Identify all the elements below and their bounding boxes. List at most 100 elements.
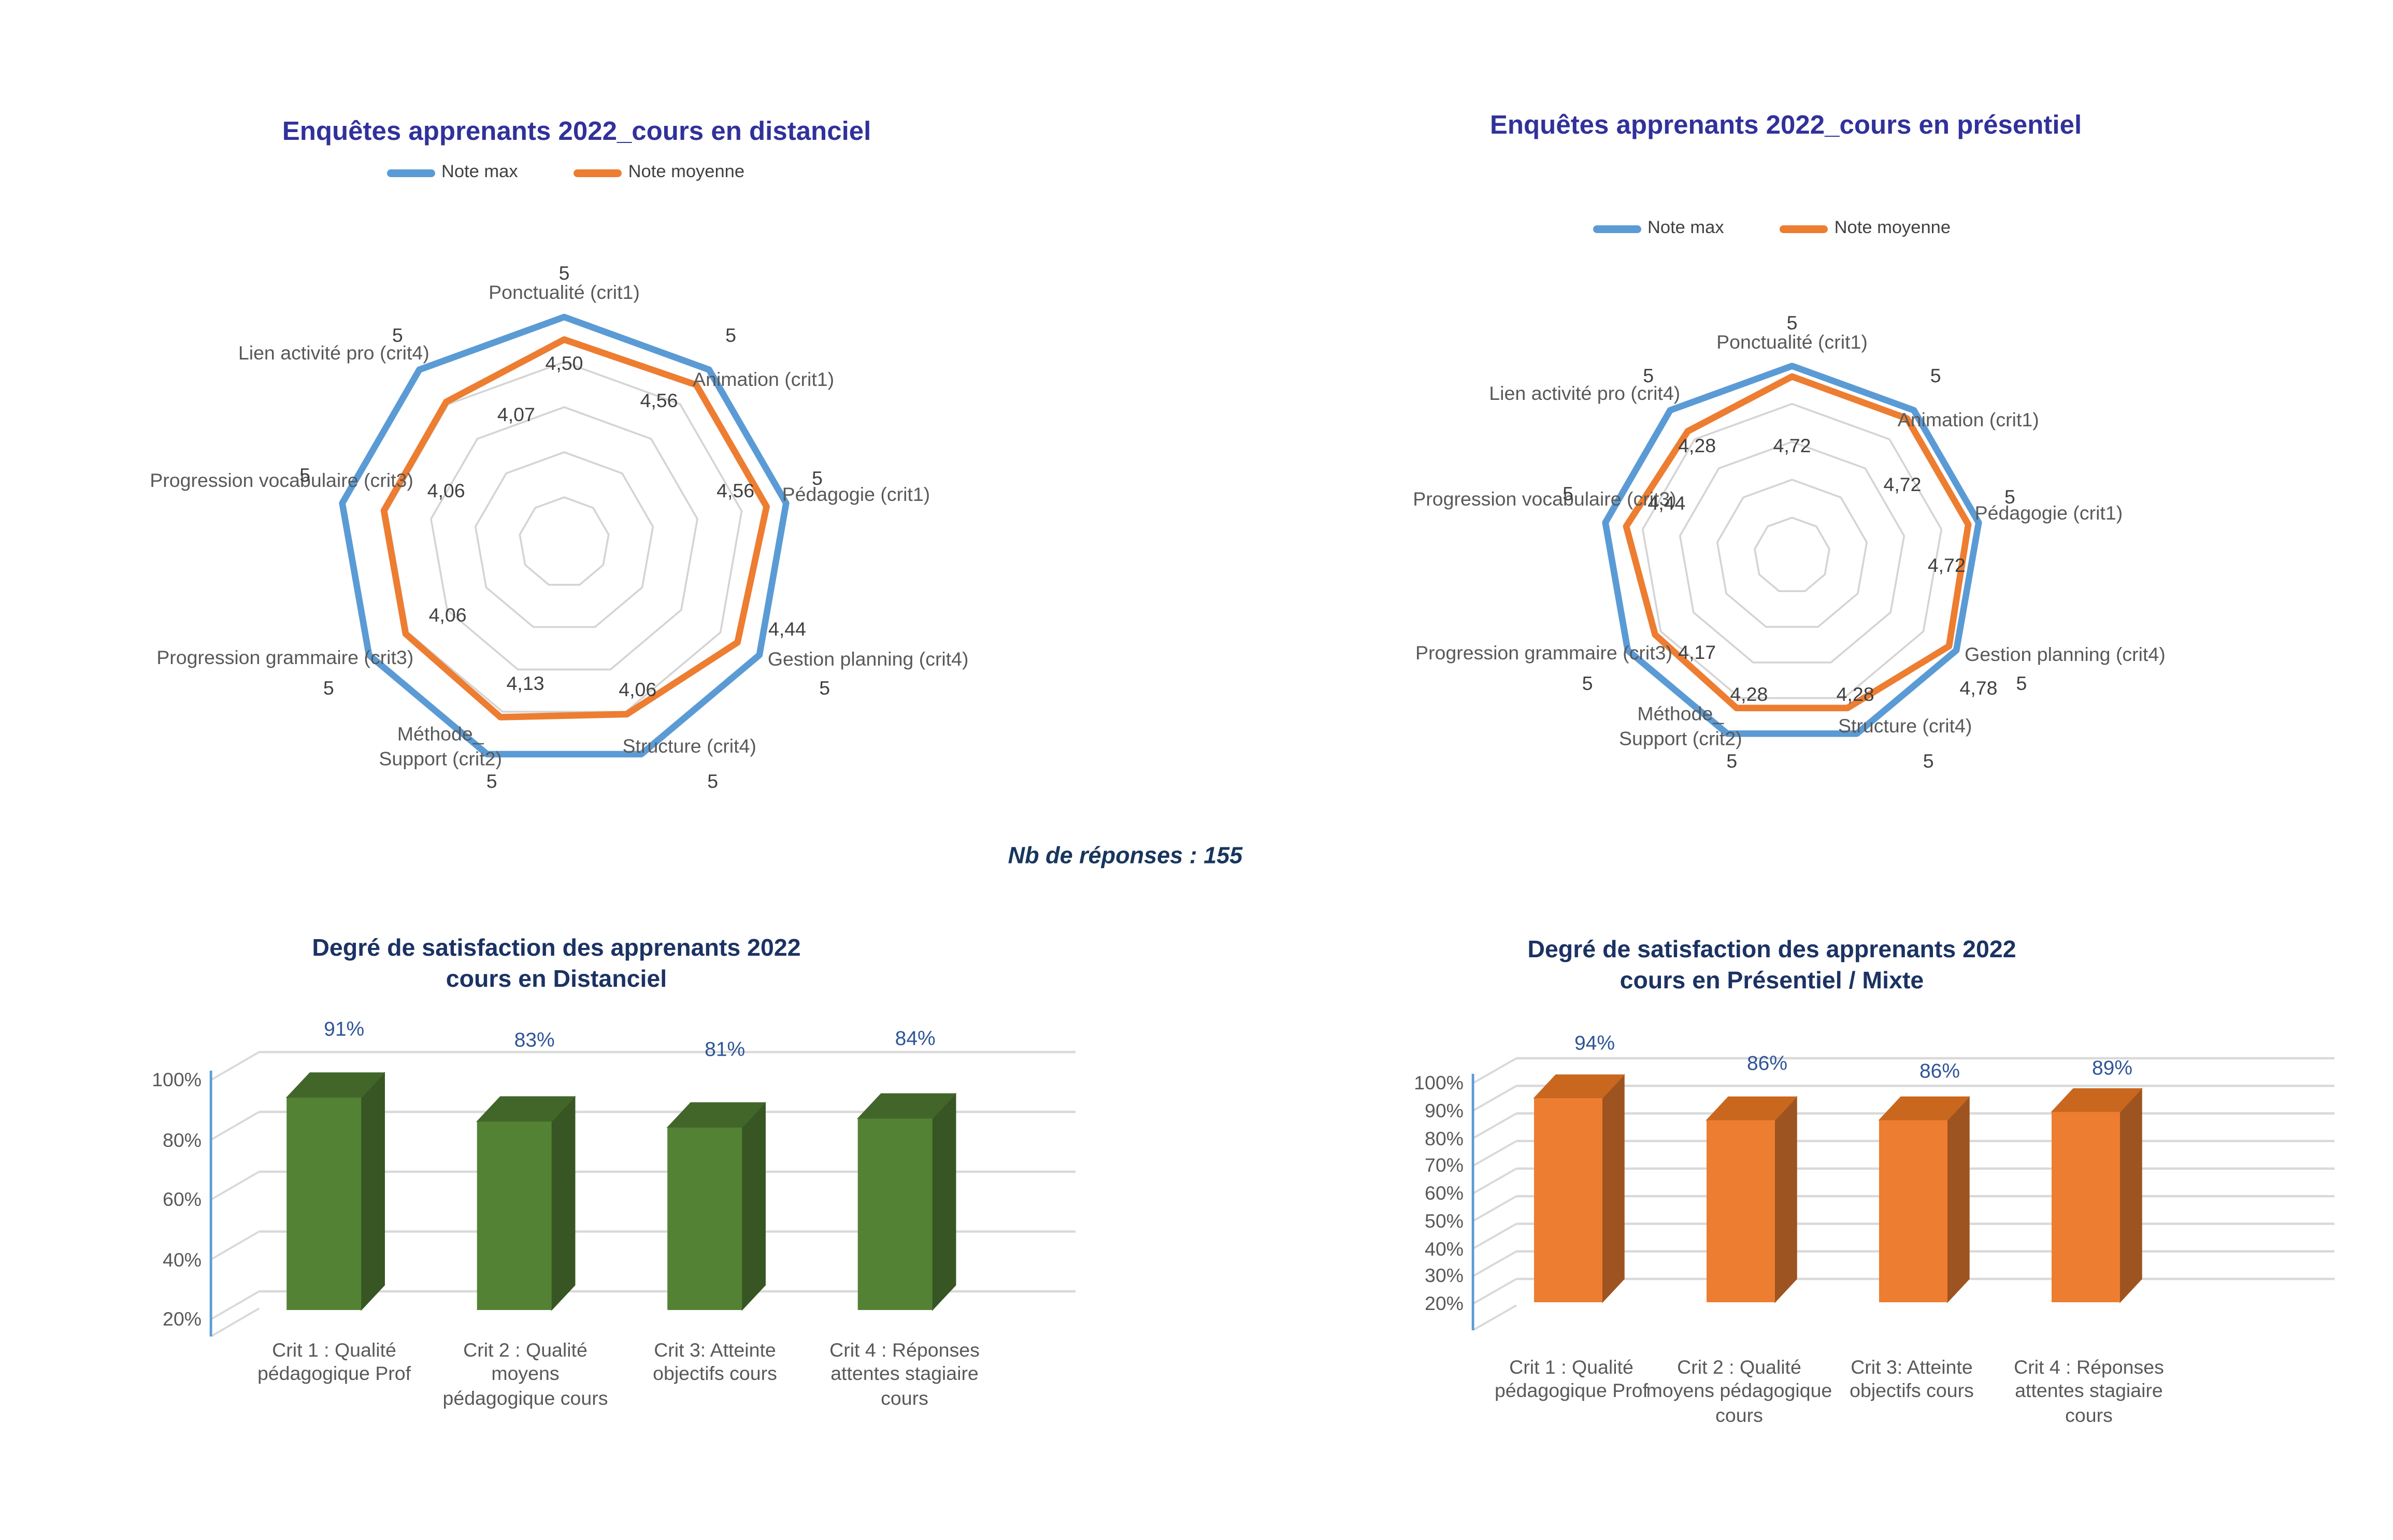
bar-presentiel-grid-diag-0 <box>1472 1057 1517 1084</box>
note-moyenne-label: Note moyenne <box>1834 219 1951 238</box>
bar-presentiel-grid-diag-3 <box>1472 1140 1517 1167</box>
radar-presentiel-max-value-5: 5 <box>1726 751 1738 773</box>
radar-presentiel-axis-label-8: Lien activité pro (crit4) <box>1489 382 1681 405</box>
radar-distanciel-max-value-7: 5 <box>299 464 310 486</box>
radar-presentiel-gridline-ring-1 <box>1754 516 1830 592</box>
bar-distanciel-bar-2 <box>667 1127 742 1310</box>
bar-distanciel-category-3: Crit 4 : Réponses attentes stagiaire cou… <box>829 1338 980 1410</box>
bar-presentiel-bar-0 <box>1534 1098 1602 1302</box>
radar-distanciel-max-value-4: 5 <box>707 771 719 793</box>
radar-distanciel-axis-label-0: Ponctualité (crit1) <box>489 281 640 304</box>
radar-distanciel-note-moyenne-line <box>380 336 770 721</box>
bar-presentiel-ytick-7: 30% <box>1424 1265 1464 1287</box>
bar-presentiel-title-line2: cours en Présentiel / Mixte <box>1620 968 1924 995</box>
bar-presentiel-title: Degré de satisfaction des apprenants 202… <box>1527 935 2016 998</box>
radar-presentiel-avg-value-1: 4,72 <box>1883 474 1922 496</box>
note-moyenne-swatch <box>574 168 622 177</box>
bar-distanciel-floor-diag <box>210 1307 260 1337</box>
bar-distanciel-bar-1 <box>477 1121 552 1310</box>
radar-presentiel-axis-label-0: Ponctualité (crit1) <box>1716 330 1868 353</box>
note-max-swatch <box>1593 224 1641 233</box>
bar-presentiel-grid-diag-5 <box>1472 1195 1517 1222</box>
bar-presentiel-category-3: Crit 4 : Réponses attentes stagiaire cou… <box>2014 1356 2164 1427</box>
radar-distanciel-axis-label-4: Structure (crit4) <box>622 736 756 758</box>
radar-distanciel-axis-label-1: Animation (crit1) <box>693 368 835 391</box>
radar-presentiel-max-value-2: 5 <box>2004 486 2015 509</box>
note-max-label: Note max <box>1647 219 1724 238</box>
radar-presentiel-axis-label-2: Pédagogie (crit1) <box>1974 502 2123 525</box>
radar-presentiel-axis-label-7: Progression vocabulaire (crit3) <box>1413 488 1676 511</box>
responses-count-note: Nb de réponses : 155 <box>1008 843 1243 870</box>
radar-presentiel-avg-value-7: 4,44 <box>1647 492 1686 514</box>
radar-distanciel-max-value-6: 5 <box>323 677 334 699</box>
radar-presentiel-max-value-1: 5 <box>1930 365 1941 387</box>
radar-presentiel-axis-label-5: Méthode_ Support (crit2) <box>1618 703 1742 750</box>
bar-presentiel-bar-2 <box>1879 1120 1947 1302</box>
radar-presentiel-max-value-3: 5 <box>2016 672 2027 694</box>
bar-presentiel-ytick-0: 100% <box>1414 1072 1464 1094</box>
bar-presentiel-category-0: Crit 1 : Qualité pédagogique Prof <box>1494 1356 1649 1402</box>
bar-presentiel-data-label-3: 89% <box>2091 1056 2133 1080</box>
bar-distanciel-category-2: Crit 3: Atteinte objectifs cours <box>653 1338 777 1385</box>
bar-presentiel-ytick-4: 60% <box>1424 1183 1464 1204</box>
bar-distanciel-bar-3 <box>857 1118 933 1310</box>
radar-presentiel-note-max-line <box>1602 363 1982 737</box>
bar-presentiel-bar-1 <box>1707 1120 1775 1302</box>
radar-presentiel-max-value-7: 5 <box>1563 483 1573 506</box>
radar-presentiel-max-value-6: 5 <box>1582 672 1593 694</box>
radar-distanciel-avg-value-3: 4,44 <box>768 619 807 641</box>
bar-presentiel-ytick-6: 40% <box>1424 1237 1464 1260</box>
radar-distanciel-legend: Note max Note moyenne <box>386 163 745 182</box>
radar-distanciel-axis-label-2: Pédagogie (crit1) <box>782 483 930 506</box>
bar-presentiel-grid-diag-2 <box>1472 1112 1517 1140</box>
radar-distanciel-gridline-ring-3 <box>430 406 698 671</box>
radar-presentiel-gridline-ring-4 <box>1641 402 1943 699</box>
note-moyenne-label: Note moyenne <box>628 163 745 182</box>
bar-presentiel-ytick-2: 80% <box>1424 1127 1464 1149</box>
radar-presentiel-avg-value-5: 4,28 <box>1730 683 1768 705</box>
bar-presentiel-ytick-1: 90% <box>1424 1100 1464 1122</box>
radar-distanciel-gridline-ring-1 <box>519 496 610 586</box>
radar-presentiel-axis-label-1: Animation (crit1) <box>1897 409 2039 431</box>
radar-distanciel-max-value-1: 5 <box>725 324 737 347</box>
bar-presentiel-title-line1: Degré de satisfaction des apprenants 202… <box>1527 937 2016 963</box>
bar-presentiel-grid-diag-6 <box>1472 1222 1517 1250</box>
bar-presentiel-category-1: Crit 2 : Qualité moyens pédagogique cour… <box>1646 1356 1832 1427</box>
bar-distanciel-title: Degré de satisfaction des apprenants 202… <box>312 934 800 996</box>
bar-distanciel-title-line1: Degré de satisfaction des apprenants 202… <box>312 935 801 962</box>
note-max-label: Note max <box>441 163 518 182</box>
radar-distanciel-avg-value-6: 4,06 <box>428 604 467 626</box>
radar-presentiel-axis-label-6: Progression grammaire (crit3) <box>1415 641 1673 664</box>
radar-distanciel-title: Enquêtes apprenants 2022_cours en distan… <box>282 117 871 146</box>
bar-distanciel-data-label-3: 84% <box>895 1026 936 1050</box>
radar-presentiel-avg-value-6: 4,17 <box>1678 642 1716 665</box>
note-max-swatch <box>386 168 435 177</box>
bar-presentiel-floor-diag <box>1472 1304 1517 1331</box>
bar-presentiel-data-label-0: 94% <box>1574 1031 1615 1055</box>
radar-presentiel-gridline-ring-2 <box>1716 479 1868 628</box>
radar-presentiel-axis-label-3: Gestion planning (crit4) <box>1965 643 2166 665</box>
radar-presentiel-note-moyenne-line <box>1623 373 1972 712</box>
radar-distanciel-max-value-2: 5 <box>811 467 823 490</box>
radar-distanciel-avg-value-8: 4,07 <box>497 403 535 425</box>
radar-presentiel-avg-value-0: 4,72 <box>1773 435 1811 457</box>
radar-presentiel-avg-value-4: 4,28 <box>1836 683 1874 705</box>
bar-presentiel-bar-3 <box>2052 1112 2120 1302</box>
bar-presentiel-ytick-3: 70% <box>1424 1155 1464 1177</box>
bar-distanciel-ytick-3: 40% <box>162 1248 202 1271</box>
radar-distanciel-max-value-8: 5 <box>392 324 403 347</box>
radar-presentiel-legend: Note max Note moyenne <box>1593 219 1951 238</box>
bar-distanciel-category-1: Crit 2 : Qualité moyens pédagogique cour… <box>442 1338 608 1410</box>
bar-presentiel-grid-diag-4 <box>1472 1168 1517 1194</box>
radar-presentiel-max-value-4: 5 <box>1923 751 1934 773</box>
radar-distanciel-axis-label-8: Lien activité pro (crit4) <box>238 342 429 364</box>
bar-distanciel-bar-0 <box>286 1097 362 1310</box>
bar-distanciel-grid-diag-3 <box>210 1230 260 1261</box>
radar-distanciel-note-max-line <box>339 313 790 758</box>
bar-distanciel-grid-diag-4 <box>210 1290 260 1320</box>
bar-presentiel-data-label-2: 86% <box>1919 1059 1960 1083</box>
bar-presentiel-ytick-5: 50% <box>1424 1210 1464 1232</box>
bar-distanciel-grid-diag-0 <box>210 1051 260 1081</box>
